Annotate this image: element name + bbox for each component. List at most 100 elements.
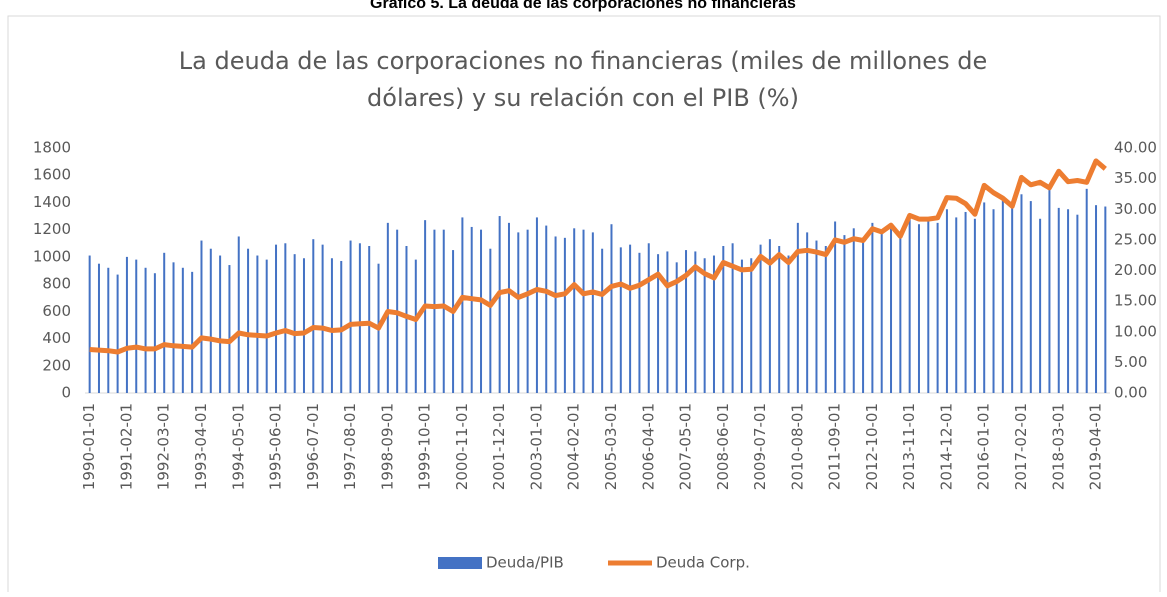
x-tick-label: 2004-02-01 [565, 403, 583, 490]
bar [452, 250, 455, 393]
y2-tick-label: 25.00 [1114, 230, 1157, 248]
bar [405, 246, 408, 393]
bar [685, 250, 688, 393]
bar [787, 255, 790, 393]
x-tick-label: 1995-06-01 [267, 403, 285, 490]
bar [806, 232, 809, 393]
bar [340, 260, 343, 393]
bar [573, 228, 576, 393]
bar [209, 248, 212, 393]
bar [358, 243, 361, 393]
y-tick-label: 1000 [33, 247, 71, 265]
x-tick-label: 2005-03-01 [602, 403, 620, 490]
bar [619, 247, 622, 393]
bar [386, 222, 389, 393]
bar [955, 217, 958, 393]
bar [153, 273, 156, 393]
y2-tick-label: 15.00 [1114, 292, 1157, 310]
y-tick-label: 400 [42, 329, 71, 347]
x-tick-label: 2011-09-01 [826, 403, 844, 490]
bar [172, 262, 175, 393]
bar [507, 222, 510, 393]
bar [545, 225, 548, 393]
bar [88, 255, 91, 393]
x-tick-label: 2018-03-01 [1049, 403, 1067, 490]
y-tick-label: 1800 [33, 139, 71, 157]
bar [917, 224, 920, 393]
line [89, 158, 1107, 355]
bar [834, 221, 837, 393]
bar [480, 229, 483, 393]
y-tick-label: 0 [61, 384, 71, 402]
x-tick-label: 1999-10-01 [416, 403, 434, 490]
bar [433, 229, 436, 393]
bar [144, 267, 147, 393]
bar [852, 228, 855, 393]
legend-label: Deuda/PIB [486, 554, 564, 572]
bar [517, 232, 520, 393]
bar [694, 251, 697, 393]
bar [1057, 207, 1060, 393]
y2-tick-label: 30.00 [1114, 200, 1157, 218]
bar [722, 246, 725, 393]
bar [1011, 206, 1014, 393]
x-tick-label: 2012-10-01 [863, 403, 881, 490]
bar [256, 255, 259, 393]
bar [1020, 194, 1023, 393]
y2-tick-label: 5.00 [1114, 353, 1147, 371]
x-tick-label: 2006-04-01 [639, 403, 657, 490]
y-tick-label: 600 [42, 302, 71, 320]
bar [237, 236, 240, 393]
bar [498, 216, 501, 393]
bar [293, 254, 296, 393]
bar [964, 211, 967, 393]
bar [843, 235, 846, 393]
bar [265, 259, 268, 393]
legend-swatch [438, 557, 482, 569]
bar [666, 251, 669, 393]
x-tick-label: 2013-11-01 [900, 403, 918, 490]
bar [1029, 201, 1032, 393]
bar [815, 240, 818, 393]
bar [703, 258, 706, 393]
bar [470, 226, 473, 393]
bar [107, 267, 110, 393]
bar [647, 243, 650, 393]
bar [116, 274, 119, 393]
x-tick-label: 2001-12-01 [490, 403, 508, 490]
x-tick-label: 2000-11-01 [453, 403, 471, 490]
y-tick-label: 1200 [33, 220, 71, 238]
bar [768, 239, 771, 393]
x-tick-label: 1998-09-01 [378, 403, 396, 490]
bar [973, 218, 976, 393]
x-tick-label: 1992-03-01 [155, 403, 173, 490]
bar [135, 259, 138, 393]
y-tick-label: 1400 [33, 193, 71, 211]
bar [368, 246, 371, 393]
bar [610, 224, 613, 393]
x-tick-label: 2008-06-01 [714, 403, 732, 490]
bar [862, 240, 865, 393]
bar [890, 228, 893, 393]
bar [191, 271, 194, 393]
bar [554, 236, 557, 393]
bar [778, 246, 781, 393]
bar [321, 244, 324, 393]
bar [247, 248, 250, 393]
bar [983, 202, 986, 393]
y-tick-label: 200 [42, 356, 71, 374]
bar [442, 229, 445, 393]
x-tick-label: 2010-08-01 [788, 403, 806, 490]
chart-title: La deuda de las corporaciones no financi… [179, 47, 987, 75]
bar [731, 243, 734, 393]
bar [330, 258, 333, 393]
y-tick-label: 800 [42, 275, 71, 293]
x-tick-label: 1993-04-01 [192, 403, 210, 490]
x-tick-label: 2014-12-01 [937, 403, 955, 490]
caption: Gráfico 5. La deuda de las corporaciones… [370, 0, 796, 12]
y2-tick-label: 20.00 [1114, 261, 1157, 279]
x-tick-label: 2009-07-01 [751, 403, 769, 490]
x-tick-label: 2007-05-01 [677, 403, 695, 490]
bar [526, 229, 529, 393]
